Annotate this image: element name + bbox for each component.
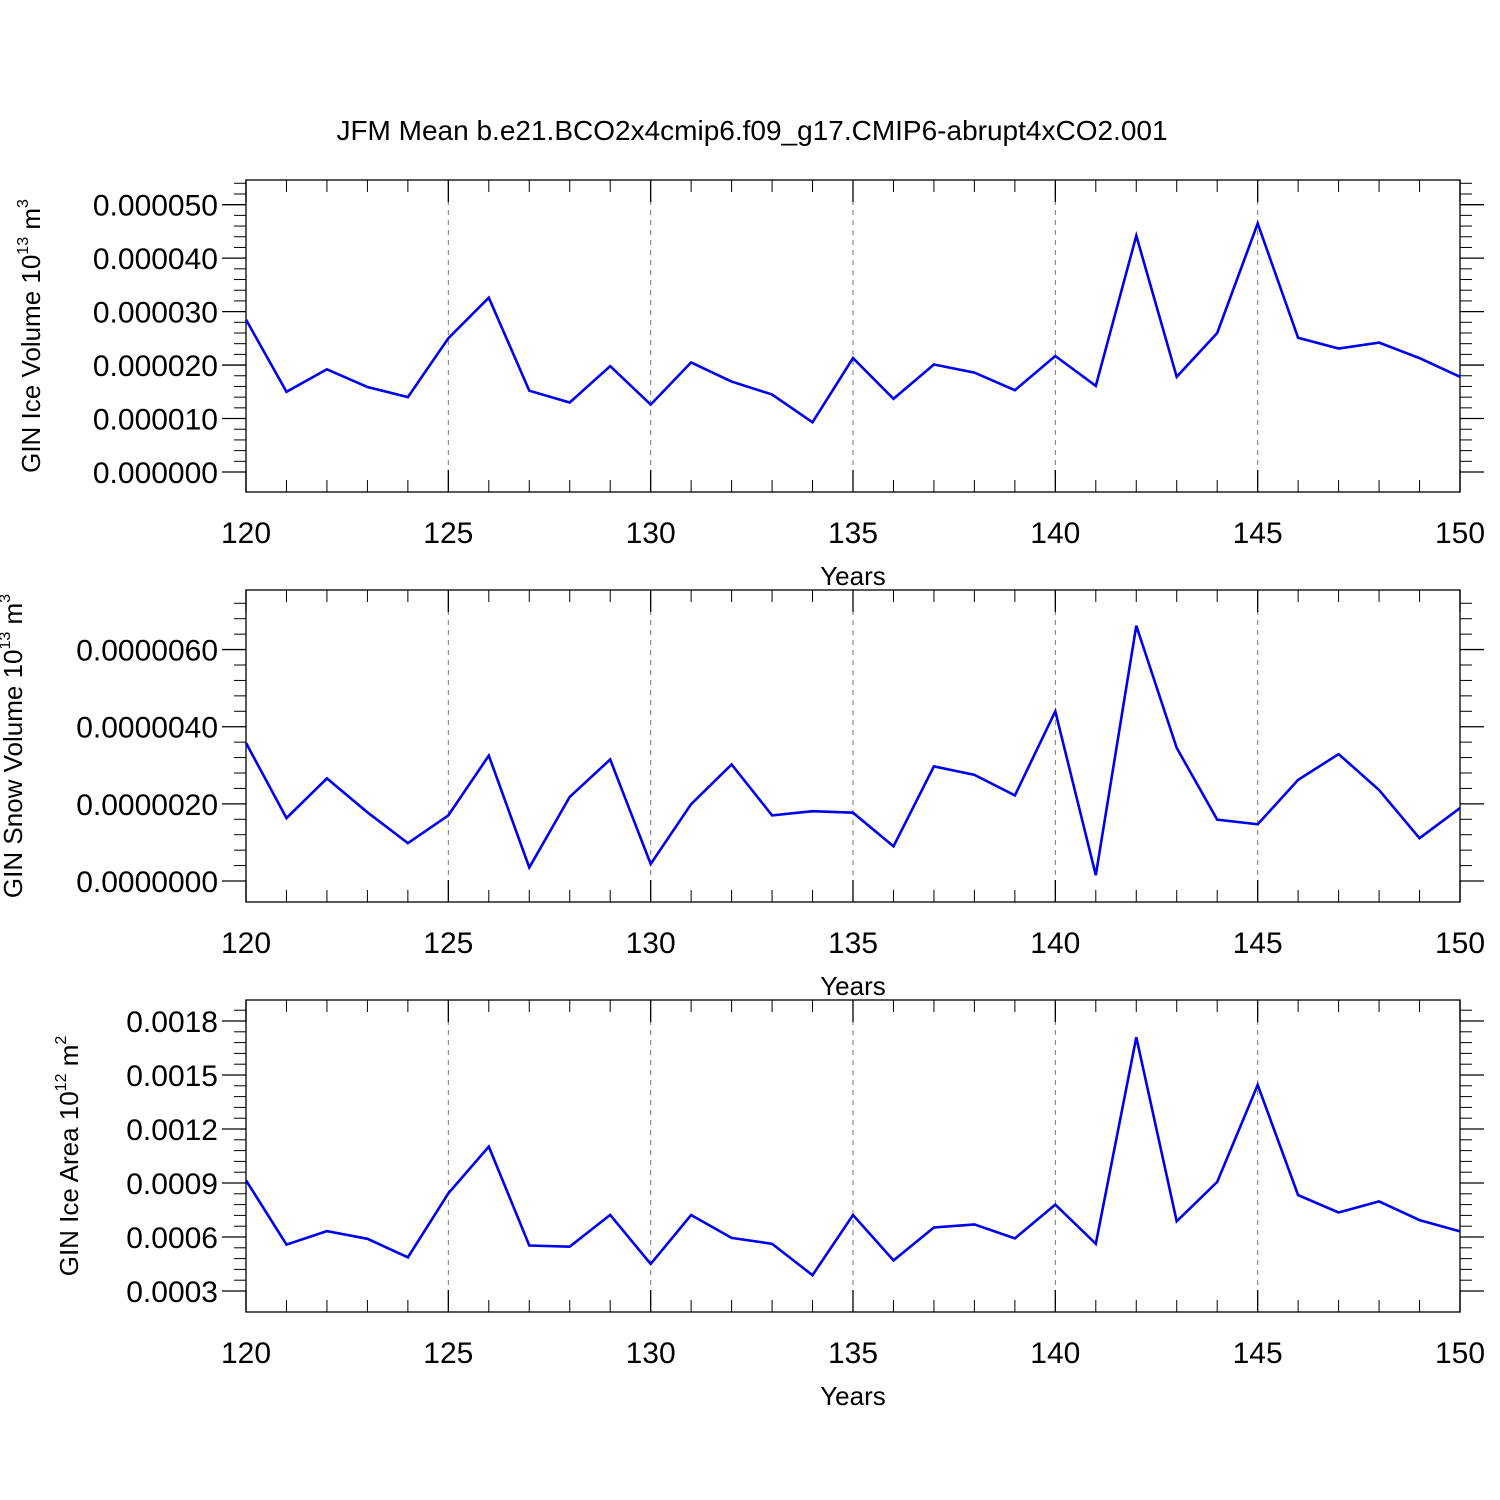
chart-1-ytick-label: 0.000030 [93, 297, 218, 330]
chart-1-x-axis-label: Years [820, 561, 886, 591]
chart-2-y-axis-label: GIN Snow Volume 1013 m3 [0, 594, 28, 898]
chart-3-y-axis-label-text: GIN Ice Area 10 [54, 1091, 84, 1276]
chart-2-xtick-label: 135 [828, 927, 878, 960]
chart-2-xtick-label: 140 [1030, 927, 1080, 960]
chart-1-xtick-label: 130 [626, 517, 676, 550]
chart-1-xtick-label: 125 [423, 517, 473, 550]
chart-3-x-axis-label: Years [820, 1381, 886, 1411]
chart-1-y-axis-label: GIN Ice Volume 1013 m3 [15, 199, 46, 473]
chart-1-ytick-label: 0.000000 [93, 457, 218, 490]
chart-2-y-axis-label-unit: m [0, 603, 28, 632]
chart-3-xtick-label: 145 [1233, 1337, 1283, 1370]
chart-3-xtick-label: 130 [626, 1337, 676, 1370]
chart-2-xtick-label: 130 [626, 927, 676, 960]
chart-3-y-axis-label-unit-exp: 2 [53, 1036, 70, 1045]
chart-3-xtick-label: 125 [423, 1337, 473, 1370]
chart-1-ytick-label: 0.000050 [93, 190, 218, 223]
chart-2-xtick-label: 120 [221, 927, 271, 960]
chart-2-ytick-label: 0.0000060 [76, 635, 218, 668]
chart-2-xtick-label: 145 [1233, 927, 1283, 960]
chart-2-y-axis-label-exp: 13 [0, 632, 14, 650]
chart-3-ytick-label: 0.0006 [126, 1222, 218, 1255]
chart-3-y-axis-label-exp: 12 [53, 1073, 70, 1091]
chart-2-xtick-label: 150 [1435, 927, 1485, 960]
chart-1-xtick-label: 140 [1030, 517, 1080, 550]
chart-3-ytick-label: 0.0012 [126, 1114, 218, 1147]
figure-title: JFM Mean b.e21.BCO2x4cmip6.f09_g17.CMIP6… [336, 115, 1167, 146]
chart-1-ytick-label: 0.000010 [93, 404, 218, 437]
chart-2-ytick-label: 0.0000040 [76, 712, 218, 745]
chart-1-ytick-label: 0.000020 [93, 350, 218, 383]
chart-1-y-axis-label-exp: 13 [15, 237, 32, 255]
chart-3-xtick-label: 150 [1435, 1337, 1485, 1370]
chart-1-panel: 120 125 130 135 140 145 150 0.000000 0.000010 0.0… [15, 179, 1485, 591]
chart-2-y-axis-label-unit-exp: 3 [0, 594, 14, 603]
chart-2-xtick-label: 125 [423, 927, 473, 960]
chart-3-panel: 120 125 130 135 140 145 150 0.0003 0.0006 0.0009 0… [53, 999, 1485, 1411]
chart-1-ytick-label: 0.000040 [93, 243, 218, 276]
chart-2-ytick-label: 0.0000000 [76, 866, 218, 899]
chart-3-series-line [244, 1036, 1461, 1278]
chart-2-series-line [244, 625, 1461, 876]
chart-3-y-axis-label-unit: m [54, 1045, 84, 1074]
chart-3-xtick-label: 120 [221, 1337, 271, 1370]
chart-1-xtick-label: 145 [1233, 517, 1283, 550]
chart-1-xtick-label: 135 [828, 517, 878, 550]
chart-3-ytick-label: 0.0018 [126, 1006, 218, 1039]
chart-2-y-axis-label-text: GIN Snow Volume 10 [0, 650, 28, 899]
chart-2-ytick-label: 0.0000020 [76, 789, 218, 822]
chart-3-xtick-label: 140 [1030, 1337, 1080, 1370]
chart-1-xtick-label: 120 [221, 517, 271, 550]
chart-1-y-axis-label-unit: m [16, 208, 46, 237]
chart-1-xtick-label: 150 [1435, 517, 1485, 550]
panels: 120 125 130 135 140 145 150 0.000000 0.000010 0.0… [0, 179, 1485, 1411]
chart-3-ytick-label: 0.0003 [126, 1276, 218, 1309]
chart-2-panel: 120 125 130 135 140 145 150 0.0000000 0.0000020 0… [0, 589, 1485, 1001]
chart-2-x-axis-label: Years [820, 971, 886, 1001]
chart-1-y-axis-label-text: GIN Ice Volume 10 [16, 255, 46, 473]
chart-1-series-line [244, 219, 1461, 425]
chart-3-xtick-label: 135 [828, 1337, 878, 1370]
chart-1-y-axis-label-unit-exp: 3 [15, 199, 32, 208]
chart-3-ytick-label: 0.0009 [126, 1168, 218, 1201]
chart-3-ytick-label: 0.0015 [126, 1060, 218, 1093]
chart-3-y-axis-label: GIN Ice Area 1012 m2 [53, 1036, 84, 1277]
